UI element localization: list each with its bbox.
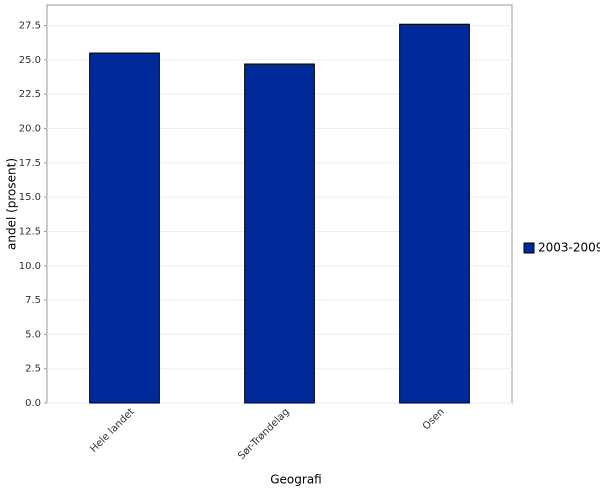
x-axis-label: Geografi <box>270 473 322 487</box>
y-tick-label: 27.5 <box>19 21 41 32</box>
y-tick-label: 2.5 <box>25 364 41 375</box>
y-tick-label: 15.0 <box>19 192 41 203</box>
x-tick-label: Hele landet <box>88 406 136 454</box>
y-tick-label: 22.5 <box>19 89 41 100</box>
legend-swatch <box>523 242 535 254</box>
bar <box>399 23 470 404</box>
y-axis-label: andel (prosent) <box>5 158 19 250</box>
legend-label: 2003-2009 <box>538 241 600 255</box>
y-tick-label: 7.5 <box>25 295 41 306</box>
x-tick-label: Osen <box>421 406 447 432</box>
y-tick-label: 25.0 <box>19 55 41 66</box>
y-tick-label: 0.0 <box>25 398 41 409</box>
y-tick-label: 12.5 <box>19 226 41 237</box>
y-tick-label: 17.5 <box>19 158 41 169</box>
y-tick-label: 5.0 <box>25 329 41 340</box>
y-tick-label: 20.0 <box>19 124 41 135</box>
x-tick-label: Sør-Trøndelag <box>236 406 292 462</box>
bar <box>89 52 160 404</box>
bar <box>244 63 315 404</box>
y-tick-label: 10.0 <box>19 261 41 272</box>
